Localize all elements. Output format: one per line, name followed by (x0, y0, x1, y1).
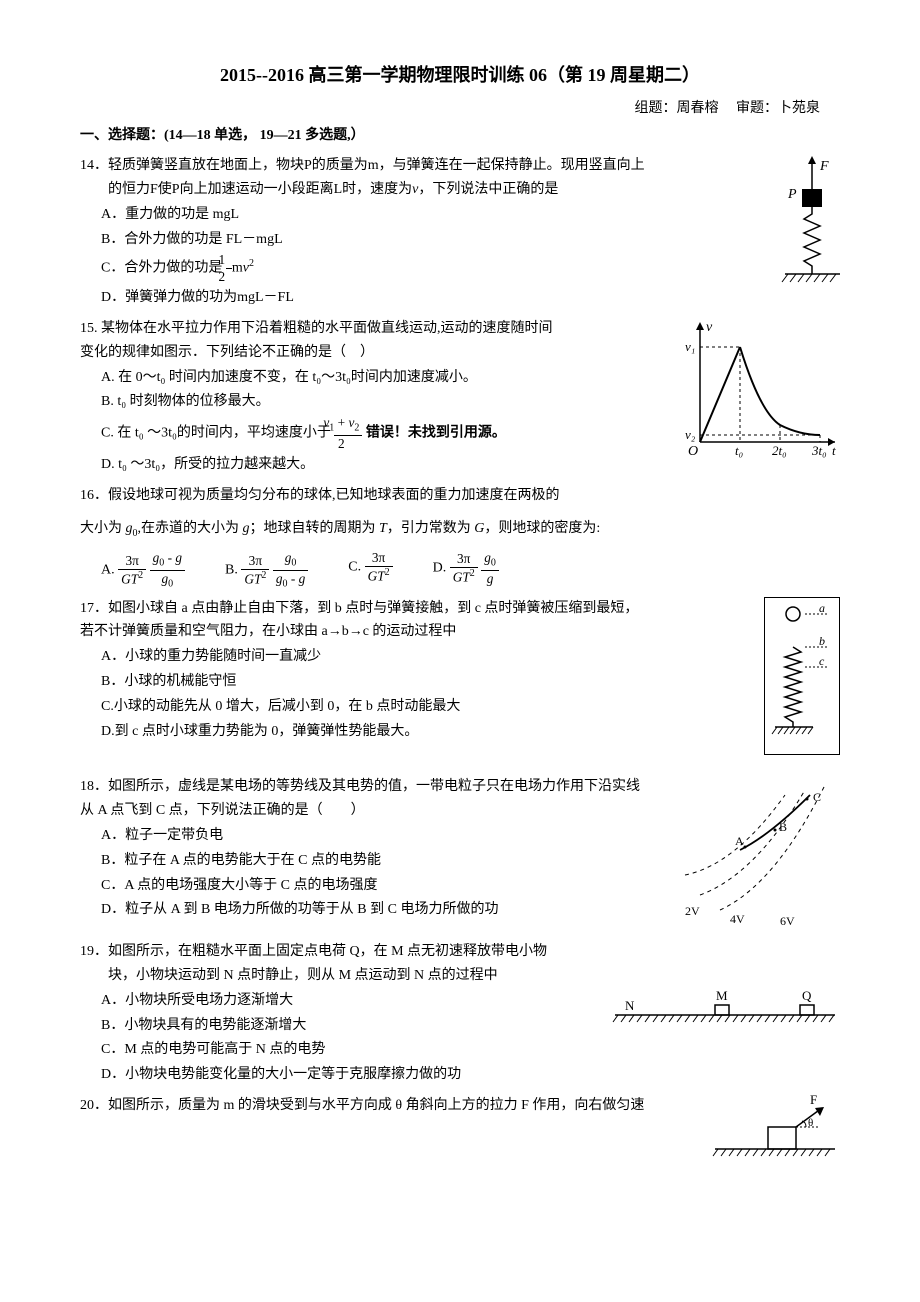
q14-option-b: B．合外力做的功是 FL－mgL (80, 228, 840, 252)
q20-figure: F θ (710, 1094, 840, 1173)
q18-figure: A B C 2V 4V 6V (675, 775, 840, 934)
label-Q: Q (802, 988, 812, 1003)
label-c: c (819, 654, 825, 668)
question-17: a b c 17．如图小球自 a 点由静止自由下落，到 b 点时与弹簧接触，到 … (80, 597, 840, 756)
q17-option-d: D.到 c 点时小球重力势能为 0，弹簧弹性势能最大。 (80, 720, 840, 744)
label-M: M (716, 988, 728, 1003)
question-20: F θ 20．如图所示，质量为 m 的滑块受到与水平方向成 θ 角斜向上方的拉力… (80, 1094, 840, 1173)
label-t: t (832, 443, 836, 458)
label-a: a (819, 601, 825, 615)
q14-stem-line2: 的恒力F使P向上加速运动一小段距离L时，速度为v，下列说法中正确的是 (80, 178, 840, 202)
q14-option-c: C．合外力做的功是 12mv2 (80, 252, 840, 285)
q16-stem-line2: 大小为 g0,在赤道的大小为 g；地球自转的周期为 T，引力常数为 G，则地球的… (80, 517, 840, 542)
byline: 组题：周春榕 审题：卜苑泉 (80, 97, 840, 121)
q17-stem-line1: 17．如图小球自 a 点由静止自由下落，到 b 点时与弹簧接触，到 c 点时弹簧… (80, 597, 840, 621)
q16-option-d: D. 3πGT2 g0g (433, 550, 499, 590)
section-heading: 一、选择题：(14—18 单选， 19—21 多选题,） (80, 124, 840, 148)
label-2V: 2V (685, 904, 700, 918)
question-16: 16．假设地球可视为质量均匀分布的球体,已知地球表面的重力加速度在两极的 大小为… (80, 484, 840, 591)
label-B: B (779, 820, 787, 834)
q17-figure: a b c (764, 597, 840, 756)
label-t0: t₀ (735, 443, 743, 458)
question-18: A B C 2V 4V 6V 18．如图所示，虚线是某电场的等势线及其电势的值，… (80, 775, 840, 934)
question-14: F P 14．轻质弹簧竖直放在地面上，物块P的质量为m，与弹簧连在一起保持静止。… (80, 154, 840, 311)
label-3t0: 3t₀ (811, 443, 827, 458)
label-6V: 6V (780, 914, 795, 928)
question-15: v v₁ v₂ O t₀ 2t₀ 3t₀ t 15. 某物体在水平拉力作用下沿着… (80, 317, 840, 478)
label-N: N (625, 998, 635, 1013)
label-O: O (688, 444, 698, 459)
label-2t0: 2t₀ (772, 443, 787, 458)
q16-option-b: B. 3πGT2 g0g0 - g (225, 550, 308, 590)
byline-reviewer: 审题：卜苑泉 (736, 101, 820, 116)
label-P: P (787, 187, 797, 202)
q17-stem-line2: 若不计弹簧质量和空气阻力，在小球由 a→b→c 的运动过程中 (80, 620, 840, 644)
q17-option-a: A．小球的重力势能随时间一直减少 (80, 645, 840, 669)
q14-option-d: D．弹簧弹力做的功为mgL－FL (80, 286, 840, 310)
q14-option-a: A．重力做的功是 mgL (80, 203, 840, 227)
label-b: b (819, 634, 825, 648)
label-F2: F (810, 1092, 817, 1107)
q15-figure: v v₁ v₂ O t₀ 2t₀ 3t₀ t (680, 317, 840, 466)
label-v: v (706, 320, 713, 335)
label-v2: v₂ (685, 427, 696, 442)
label-C: C (813, 790, 821, 804)
q14-stem-line1: 14．轻质弹簧竖直放在地面上，物块P的质量为m，与弹簧连在一起保持静止。现用竖直… (80, 154, 840, 178)
question-19: 19．如图所示，在粗糙水平面上固定点电荷 Q，在 M 点无初速释放带电小物 块，… (80, 940, 840, 1088)
q14-figure: F P (760, 154, 840, 303)
label-4V: 4V (730, 912, 745, 926)
q19-option-d: D．小物块电势能变化量的大小一定等于克服摩擦力做的功 (80, 1063, 840, 1087)
page-title: 2015--2016 高三第一学期物理限时训练 06（第 19 周星期二） (80, 60, 840, 91)
q19-figure: N M Q (610, 980, 840, 1044)
q19-stem-line1: 19．如图所示，在粗糙水平面上固定点电荷 Q，在 M 点无初速释放带电小物 (80, 940, 840, 964)
q16-options: A. 3πGT2 g0 - gg0 B. 3πGT2 g0g0 - g C. 3… (80, 550, 840, 590)
q17-option-b: B．小球的机械能守恒 (80, 670, 840, 694)
q16-stem-line1: 16．假设地球可视为质量均匀分布的球体,已知地球表面的重力加速度在两极的 (80, 484, 840, 508)
label-F: F (819, 159, 829, 174)
q16-option-a: A. 3πGT2 g0 - gg0 (101, 550, 185, 590)
byline-author: 组题：周春榕 (635, 101, 719, 116)
label-v1: v₁ (685, 339, 695, 354)
label-A: A (735, 834, 744, 848)
q17-option-c: C.小球的动能先从 0 增大，后减小到 0，在 b 点时动能最大 (80, 695, 840, 719)
q16-option-c: C. 3πGT2 (348, 550, 392, 590)
